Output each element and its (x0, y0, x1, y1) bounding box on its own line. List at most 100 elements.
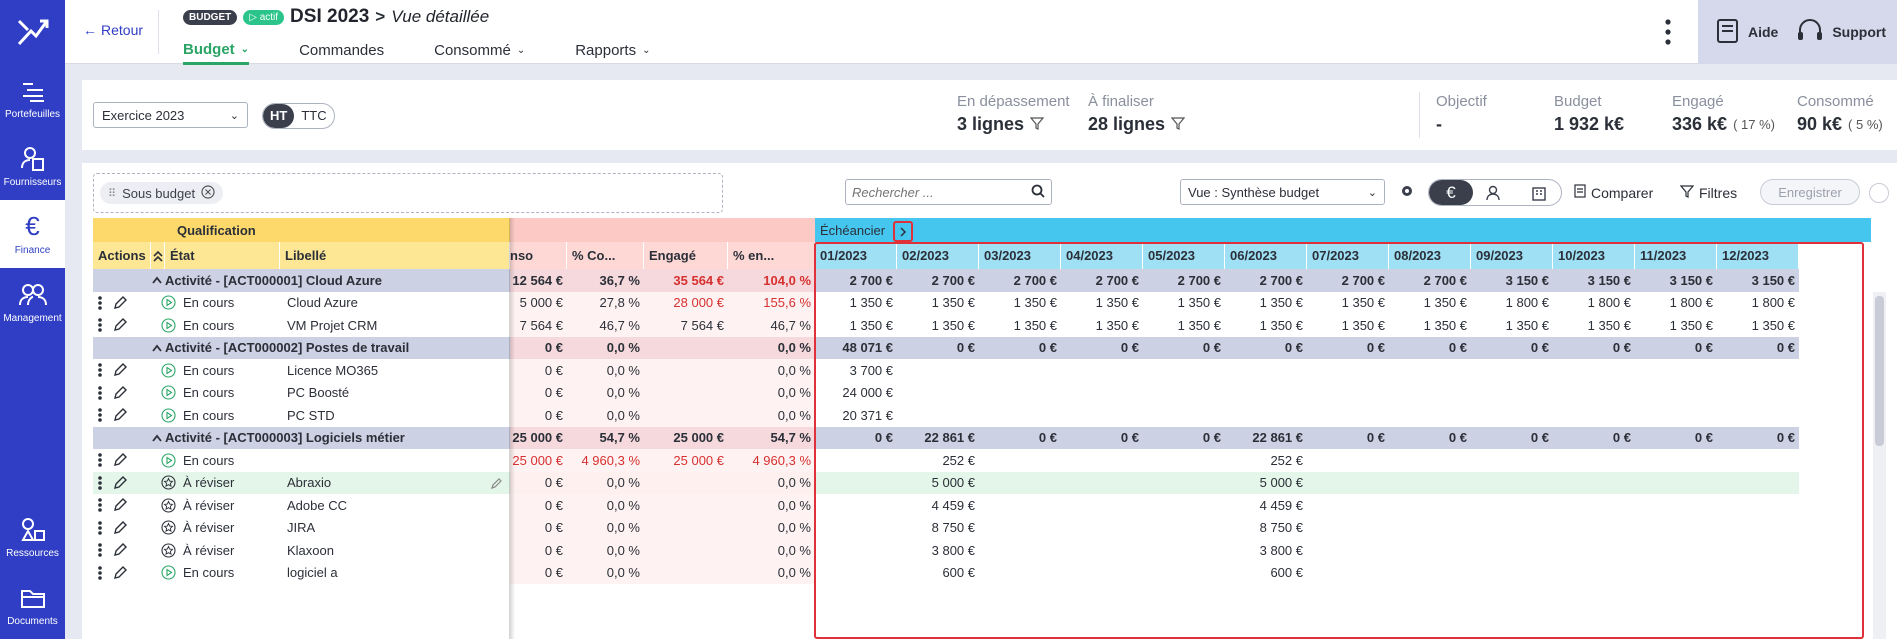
search-input[interactable] (852, 184, 1022, 200)
back-link[interactable]: ← Retour (83, 22, 143, 38)
row-menu-icon[interactable] (97, 359, 107, 382)
row-menu-icon[interactable] (97, 449, 107, 472)
row-menu-icon[interactable] (97, 292, 107, 315)
table-row[interactable]: À réviser Klaxoon 0 €0,0 % 0,0 % 3 800 €3 80… (93, 539, 1871, 562)
help-button[interactable]: Aide (1716, 18, 1778, 47)
column-header-month[interactable]: 10/2023 (1553, 242, 1635, 269)
table-row[interactable]: En cours 25 000 €4 960,3 % 25 000 €4 960,3… (93, 449, 1871, 472)
column-header-month[interactable]: 12/2023 (1717, 242, 1799, 269)
tab-consomme[interactable]: Consommé ⌄ (434, 38, 525, 65)
table-row[interactable]: À réviser Adobe CC 0 €0,0 % 0,0 % 4 459 €4 4… (93, 494, 1871, 517)
column-header-libelle[interactable]: Libellé (280, 242, 510, 269)
column-header-month[interactable]: 06/2023 (1225, 242, 1307, 269)
table-row[interactable]: À réviser JIRA 0 €0,0 % 0,0 % 8 750 €8 750 € (93, 516, 1871, 540)
building-mode-icon[interactable] (1517, 180, 1561, 205)
euro-mode-icon[interactable]: € (1429, 180, 1473, 205)
nav-item-fournisseurs[interactable]: Fournisseurs (0, 132, 65, 200)
nav-item-management[interactable]: Management (0, 268, 65, 336)
table-row[interactable]: À réviser Abraxio 0 €0,0 % 0,0 % 5 000 €5 00… (93, 471, 1871, 495)
tab-rapports[interactable]: Rapports ⌄ (575, 38, 650, 65)
group-row[interactable]: Activité - [ACT000002] Postes de travail… (93, 336, 1871, 360)
table-row[interactable]: En cours Cloud Azure 5 000 €27,8 % 28 000 €… (93, 291, 1871, 315)
column-header-actions[interactable]: Actions (93, 242, 151, 269)
refresh-icon[interactable] (1869, 183, 1889, 203)
app-logo[interactable] (0, 0, 65, 64)
edit-pencil-icon[interactable] (113, 314, 129, 337)
drag-handle-icon[interactable]: ⠿ (108, 187, 117, 200)
row-menu-icon[interactable] (97, 472, 107, 495)
column-header-month[interactable]: 07/2023 (1307, 242, 1389, 269)
edit-pencil-icon[interactable] (113, 517, 129, 540)
column-header-month[interactable]: 11/2023 (1635, 242, 1717, 269)
column-header-pct-conso[interactable]: % Co... (567, 242, 644, 269)
row-menu-icon[interactable] (97, 314, 107, 337)
ht-option[interactable]: HT (263, 104, 295, 128)
chevron-up-icon[interactable] (151, 427, 165, 450)
nav-item-ressources[interactable]: Ressources (0, 503, 65, 571)
edit-pencil-icon[interactable] (113, 539, 129, 562)
group-row[interactable]: Activité - [ACT000003] Logiciels métier 2… (93, 426, 1871, 450)
column-header-month[interactable]: 03/2023 (979, 242, 1061, 269)
group-chip[interactable]: ⠿ Sous budget (100, 182, 224, 204)
edit-pencil-icon[interactable] (113, 382, 129, 405)
view-select[interactable]: Vue : Synthèse budget ⌄ (1180, 179, 1385, 205)
people-mode-icon[interactable] (1473, 180, 1517, 205)
support-button[interactable]: Support (1796, 18, 1886, 47)
column-header-month[interactable]: 09/2023 (1471, 242, 1553, 269)
edit-pencil-icon[interactable] (113, 449, 129, 472)
save-button[interactable]: Enregistrer (1760, 179, 1860, 205)
table-row[interactable]: En cours VM Projet CRM 7 564 €46,7 % 7 564 … (93, 314, 1871, 337)
edit-pencil-icon[interactable] (113, 494, 129, 517)
vertical-scrollbar[interactable] (1873, 292, 1886, 639)
compare-button[interactable]: Comparer (1574, 184, 1653, 201)
tab-budget[interactable]: Budget ⌄ (183, 38, 250, 65)
chevron-right-icon[interactable] (893, 221, 913, 242)
kpi-finaliser[interactable]: À finaliser 28 lignes (1088, 93, 1186, 135)
row-menu-icon[interactable] (97, 562, 107, 585)
row-menu-icon[interactable] (97, 517, 107, 540)
column-header-etat[interactable]: État (165, 242, 280, 269)
more-menu-icon[interactable] (1663, 17, 1673, 47)
chevron-up-icon[interactable] (151, 269, 165, 292)
grouping-dropzone[interactable]: ⠿ Sous budget (93, 173, 723, 213)
column-header-month[interactable]: 04/2023 (1061, 242, 1143, 269)
edit-pencil-icon[interactable] (113, 472, 129, 495)
row-menu-icon[interactable] (97, 539, 107, 562)
search-field[interactable] (845, 179, 1052, 205)
column-header-engage[interactable]: Engagé (644, 242, 728, 269)
column-header-month[interactable]: 08/2023 (1389, 242, 1471, 269)
chevron-up-icon[interactable] (151, 337, 165, 360)
filter-icon[interactable] (1170, 114, 1186, 135)
search-icon[interactable] (1031, 184, 1045, 201)
tab-commandes[interactable]: Commandes (299, 38, 384, 65)
filters-button[interactable]: Filtres (1679, 184, 1737, 201)
row-menu-icon[interactable] (97, 404, 107, 427)
tax-toggle[interactable]: HT TTC (262, 103, 335, 129)
row-menu-icon[interactable] (97, 382, 107, 405)
column-header-month[interactable]: 02/2023 (897, 242, 979, 269)
group-row[interactable]: Activité - [ACT000001] Cloud Azure 12 564… (93, 269, 1871, 292)
table-row[interactable]: En cours Licence MO365 0 €0,0 % 0,0 % 3 700 … (93, 359, 1871, 382)
column-header-conso[interactable]: nso (510, 242, 567, 269)
nav-item-portefeuilles[interactable]: Portefeuilles (0, 64, 65, 132)
pencil-icon[interactable] (491, 472, 505, 495)
edit-pencil-icon[interactable] (113, 562, 129, 585)
column-header-month[interactable]: 05/2023 (1143, 242, 1225, 269)
nav-item-documents[interactable]: Documents (0, 571, 65, 639)
exercice-select[interactable]: Exercice 2023 ⌄ (93, 102, 248, 128)
edit-pencil-icon[interactable] (113, 359, 129, 382)
edit-pencil-icon[interactable] (113, 404, 129, 427)
table-row[interactable]: En cours PC Boosté 0 €0,0 % 0,0 % 24 000 € (93, 381, 1871, 405)
scrollbar-thumb[interactable] (1875, 296, 1884, 446)
column-header-month[interactable]: 01/2023 (815, 242, 897, 269)
edit-pencil-icon[interactable] (113, 292, 129, 315)
ttc-option[interactable]: TTC (301, 108, 327, 123)
column-header-pct-engage[interactable]: % en... (728, 242, 815, 269)
kpi-depassement[interactable]: En dépassement 3 lignes (957, 93, 1070, 135)
table-row[interactable]: En cours PC STD 0 €0,0 % 0,0 % 20 371 € (93, 404, 1871, 427)
collapse-all-icon[interactable] (151, 242, 165, 269)
row-menu-icon[interactable] (97, 494, 107, 517)
nav-item-finance[interactable]: € Finance (0, 200, 65, 268)
gear-icon[interactable] (1400, 184, 1414, 201)
